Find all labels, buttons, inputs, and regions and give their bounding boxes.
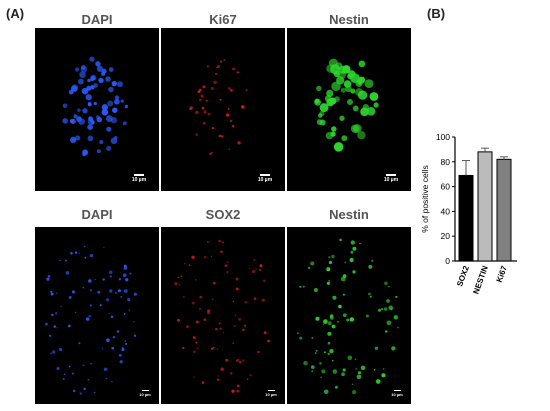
y-tick-label-5: 100: [436, 132, 450, 142]
panel-b-label: (B): [427, 6, 446, 21]
micrograph-nestin-row2: 10 µm: [287, 227, 411, 404]
ki67-signal-row1: [189, 59, 248, 156]
y-tick-label-3: 60: [441, 182, 451, 192]
micrograph-dapi-row1: 10 µm: [35, 28, 159, 191]
micrograph-ki67-row1: 10 µm: [161, 28, 285, 191]
scale-bar-sox2-row2: 10 µm: [263, 389, 279, 399]
sox2-signal-row2: [174, 239, 270, 393]
row2-title-nestin: Nestin: [329, 207, 369, 222]
y-tick-label-2: 40: [441, 206, 451, 216]
row1-title-nestin: Nestin: [329, 12, 369, 27]
nestin-signal-row1: [314, 58, 379, 152]
y-axis-label: % of positive cells: [420, 165, 430, 233]
dapi-nuclei-row1: [62, 56, 129, 157]
row2-title-sox2: SOX2: [205, 207, 241, 222]
x-tick-label-sox2: SOX2: [455, 264, 471, 288]
y-tick-label-1: 20: [441, 231, 451, 241]
scale-bar-ki67-row1: 10 µm: [253, 174, 277, 183]
micrograph-dapi-row2: 10 µm: [35, 227, 159, 404]
nestin-signal-row2: [297, 238, 399, 395]
y-tick-label-0: 0: [445, 256, 450, 266]
scale-bar-dapi-row2: 10 µm: [137, 389, 153, 399]
scale-bar-nestin-row1: 10 µm: [379, 174, 403, 183]
micrograph-sox2-row2: 10 µm: [161, 227, 285, 404]
bar-ki67: [496, 158, 512, 262]
bar-sox2: [458, 174, 474, 262]
row2-title-dapi: DAPI: [81, 207, 113, 222]
row1-title-dapi: DAPI: [81, 12, 113, 27]
x-tick-label-ki67: Ki67: [495, 264, 509, 283]
positive-cells-bar-chart: 0 20 40 60 80 100 % of positive cells SOX2 NESTI…: [420, 132, 517, 295]
scale-bar-nestin-row2: 10 µm: [389, 389, 405, 399]
panel-a-label: (A): [6, 6, 25, 21]
x-tick-label-nestin: NESTIN: [471, 264, 490, 295]
scale-bar-dapi-row1: 10 µm: [127, 174, 151, 183]
bar-nestin: [477, 151, 493, 262]
y-tick-label-4: 80: [441, 157, 451, 167]
dapi-nuclei-row2: [45, 245, 137, 395]
row1-title-ki67: Ki67: [209, 12, 237, 27]
micrograph-nestin-row1: 10 µm: [287, 28, 411, 191]
